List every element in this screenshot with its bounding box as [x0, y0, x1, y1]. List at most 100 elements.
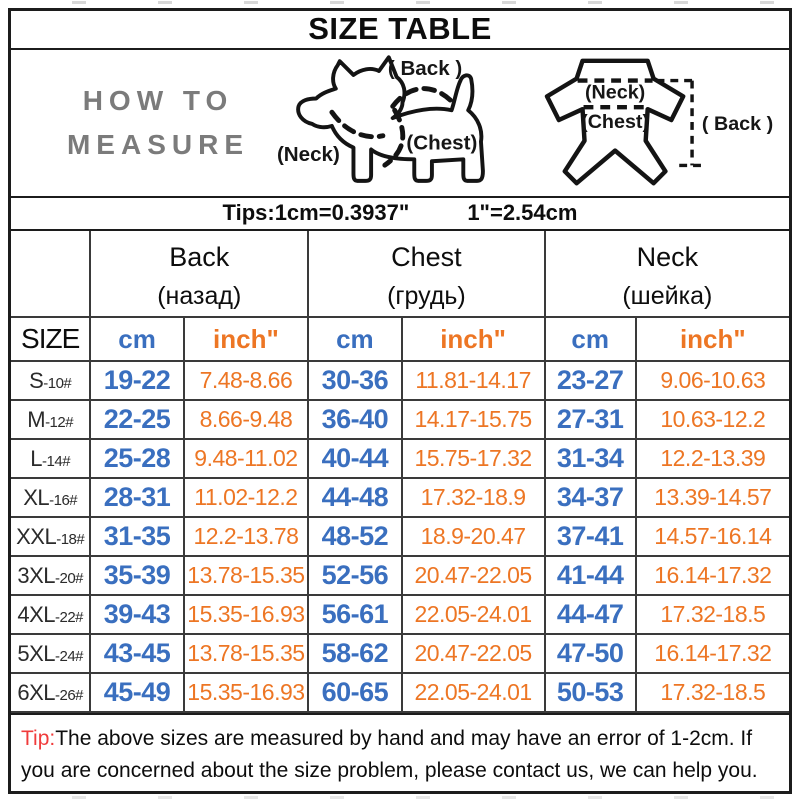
size-name: 5XL [17, 640, 55, 666]
size-name: M [27, 406, 46, 432]
table-row: XL-16# 28-31 11.02-12.2 44-48 17.32-18.9 34-3… [11, 477, 789, 519]
neck-cm-cell: 34-37 [543, 477, 637, 519]
back-cm-cell: 43-45 [89, 633, 185, 675]
page-title: SIZE TABLE [308, 11, 492, 47]
garment-neck-label: (Neck) [585, 81, 645, 103]
neck-inch-header: inch" [634, 316, 789, 363]
back-cm-header: cm [89, 316, 185, 363]
neck-inch-cell: 17.32-18.5 [634, 672, 789, 714]
back-cm-cell: 25-28 [89, 438, 185, 480]
table-row: 3XL-20# 35-39 13.78-15.35 52-56 20.47-22.05 4… [11, 555, 789, 597]
table-row: S-10# 19-22 7.48-8.66 30-36 11.81-14.17 23-27… [11, 360, 789, 402]
size-tag: -16# [49, 491, 78, 509]
tip-label: Tip: [21, 727, 56, 751]
size-name: S [29, 367, 44, 393]
chest-inch-cell: 22.05-24.01 [400, 672, 546, 714]
size-cell: XL-16# [11, 477, 92, 519]
neck-cm-cell: 50-53 [543, 672, 637, 714]
back-cm-cell: 22-25 [89, 399, 185, 441]
dog-neck-label: (Neck) [277, 143, 340, 166]
back-cm-cell: 39-43 [89, 594, 185, 636]
unit-header-row: SIZE cm inch" cm inch" cm inch" [11, 316, 789, 363]
edge-artifact-bottom [0, 796, 800, 799]
size-column-header: SIZE [11, 316, 92, 363]
group-header-row: Back (назад) Chest (грудь) Neck (шейка) [11, 231, 789, 319]
back-group-en: Back [169, 241, 230, 272]
neck-cm-header: cm [543, 316, 637, 363]
how-to-measure-section: HOW TO MEASURE ( Back ) (Chest) (Neck) [11, 50, 789, 198]
inch-to-cm-tip: 1"=2.54cm [467, 200, 578, 226]
chest-group-en: Chest [391, 241, 462, 272]
table-row: M-12# 22-25 8.66-9.48 36-40 14.17-15.75 27-31… [11, 399, 789, 441]
back-cm-cell: 35-39 [89, 555, 185, 597]
back-inch-cell: 15.35-16.93 [182, 672, 310, 714]
table-row: 5XL-24# 43-45 13.78-15.35 58-62 20.47-22.05 4… [11, 633, 789, 675]
size-cell: S-10# [11, 360, 92, 402]
chest-inch-header: inch" [400, 316, 546, 363]
size-tag: -20# [54, 569, 84, 587]
neck-inch-cell: 14.57-16.14 [634, 516, 789, 558]
size-name: 4XL [17, 601, 55, 627]
neck-cm-cell: 44-47 [543, 594, 637, 636]
back-inch-cell: 13.78-15.35 [182, 555, 310, 597]
title-bar: SIZE TABLE [11, 11, 789, 50]
chest-cm-cell: 44-48 [307, 477, 403, 519]
chest-inch-cell: 20.47-22.05 [400, 555, 546, 597]
chest-inch-cell: 18.9-20.47 [400, 516, 546, 558]
size-name: 3XL [17, 562, 55, 588]
dog-chest-label: (Chest) [406, 131, 477, 154]
size-tag: -10# [43, 374, 72, 392]
back-inch-cell: 15.35-16.93 [182, 594, 310, 636]
size-tag: -14# [42, 452, 71, 470]
chest-cm-cell: 56-61 [307, 594, 403, 636]
neck-cm-cell: 37-41 [543, 516, 637, 558]
size-table: Back (назад) Chest (грудь) Neck (шейка) … [11, 231, 789, 714]
back-inch-cell: 9.48-11.02 [182, 438, 310, 480]
size-cell: M-12# [11, 399, 92, 441]
table-row: 6XL-26# 45-49 15.35-16.93 60-65 22.05-24.01 5… [11, 672, 789, 714]
size-tag: -22# [54, 608, 84, 626]
size-cell: 3XL-20# [11, 555, 92, 597]
size-cell: 6XL-26# [11, 672, 92, 714]
neck-cm-cell: 27-31 [543, 399, 637, 441]
edge-artifact-top [0, 1, 800, 4]
size-name: XL [23, 484, 50, 510]
neck-inch-cell: 16.14-17.32 [634, 633, 789, 675]
chest-inch-cell: 20.47-22.05 [400, 633, 546, 675]
neck-cm-cell: 41-44 [543, 555, 637, 597]
cm-to-inch-tip: Tips:1cm=0.3937" [222, 200, 410, 226]
back-cm-cell: 31-35 [89, 516, 185, 558]
back-inch-cell: 11.02-12.2 [182, 477, 310, 519]
neck-inch-cell: 17.32-18.5 [634, 594, 789, 636]
neck-inch-cell: 13.39-14.57 [634, 477, 789, 519]
table-row: XXL-18# 31-35 12.2-13.78 48-52 18.9-20.47 37-… [11, 516, 789, 558]
size-name: 6XL [17, 679, 55, 705]
size-tag: -18# [56, 530, 85, 548]
size-tag: -12# [45, 413, 74, 431]
back-group-ru: (назад) [157, 281, 242, 310]
group-header-back: Back (назад) [89, 231, 310, 319]
back-inch-cell: 8.66-9.48 [182, 399, 310, 441]
back-cm-cell: 45-49 [89, 672, 185, 714]
chest-inch-cell: 22.05-24.01 [400, 594, 546, 636]
size-table-body: S-10# 19-22 7.48-8.66 30-36 11.81-14.17 23-27… [11, 360, 789, 714]
neck-group-ru: (шейка) [622, 281, 713, 310]
table-row: L-14# 25-28 9.48-11.02 40-44 15.75-17.32 31-3… [11, 438, 789, 480]
garment-measure-diagram: (Neck) (Chest) ( Back ) [530, 49, 789, 197]
dog-measure-diagram: ( Back ) (Chest) (Neck) [275, 49, 530, 197]
garment-illustration-icon: (Neck) (Chest) ( Back ) [544, 58, 773, 186]
size-cell: L-14# [11, 438, 92, 480]
chest-cm-cell: 30-36 [307, 360, 403, 402]
chest-cm-cell: 58-62 [307, 633, 403, 675]
size-tag: -26# [54, 686, 84, 704]
chest-cm-cell: 36-40 [307, 399, 403, 441]
group-header-empty [11, 231, 92, 319]
tip-text: The above sizes are measured by hand and… [21, 727, 758, 783]
neck-inch-cell: 10.63-12.2 [634, 399, 789, 441]
size-cell: 5XL-24# [11, 633, 92, 675]
chart-frame: SIZE TABLE HOW TO MEASURE ( Back ) (Ches… [8, 8, 792, 794]
neck-inch-cell: 16.14-17.32 [634, 555, 789, 597]
back-inch-header: inch" [182, 316, 310, 363]
size-name: L [30, 445, 43, 471]
